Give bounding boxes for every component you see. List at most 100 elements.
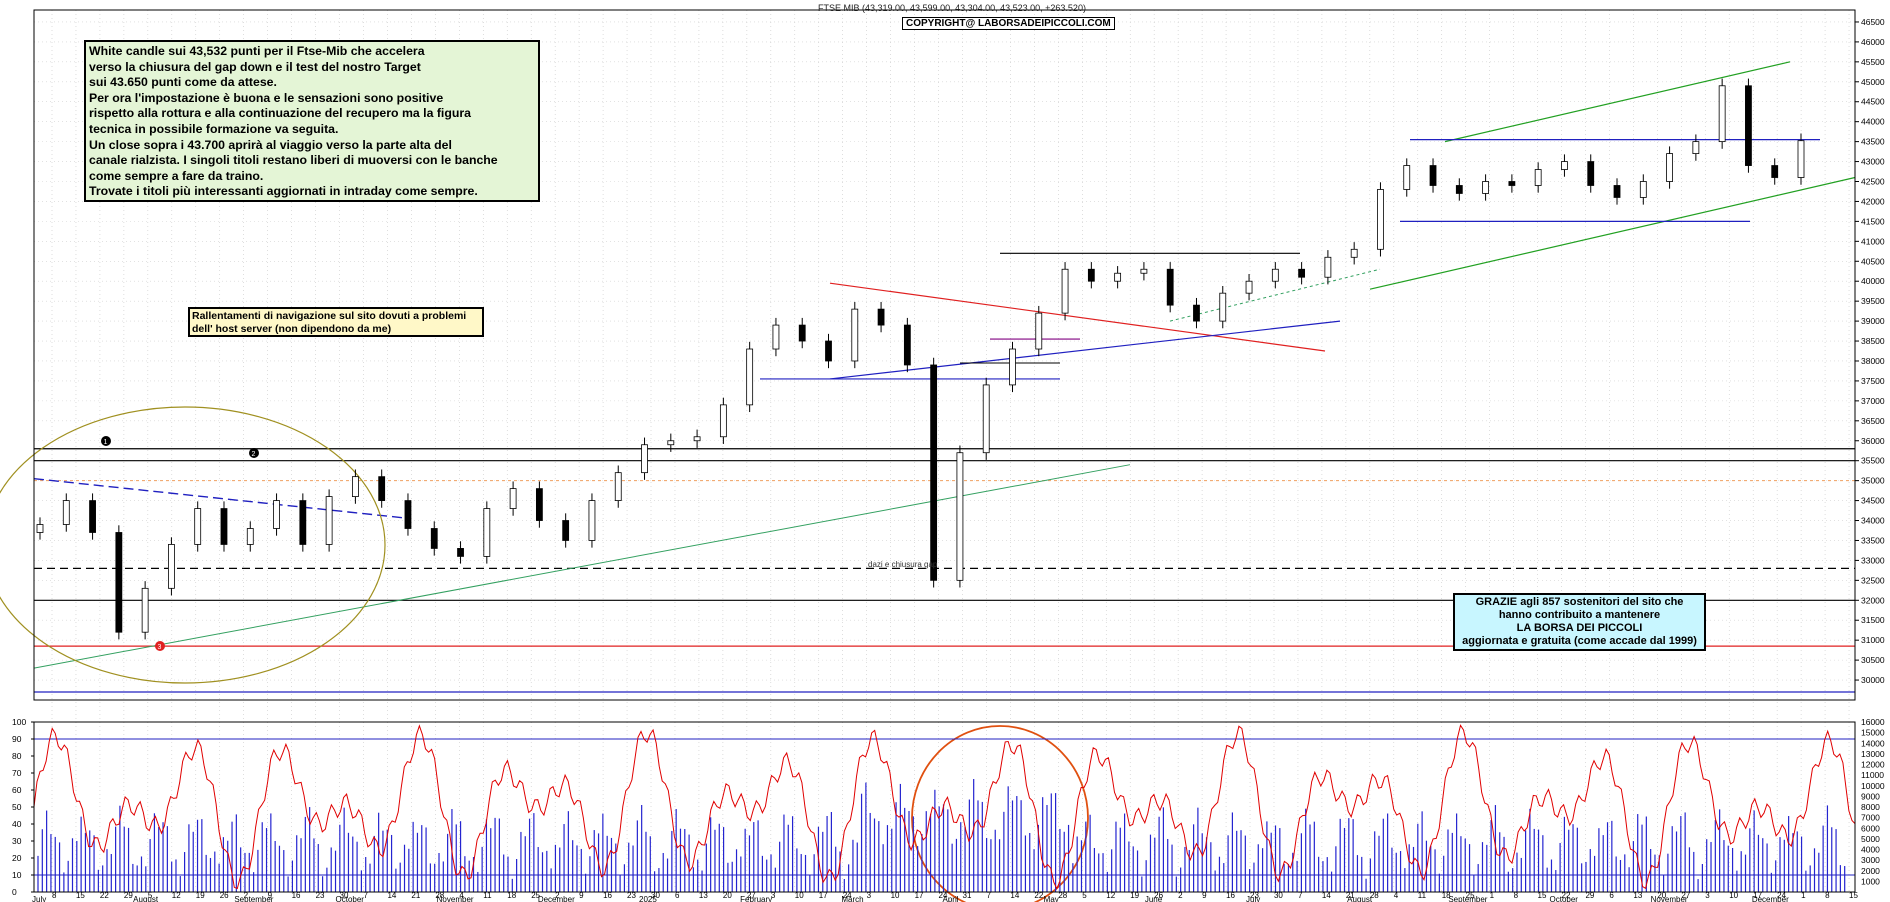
volume-bars: [37, 778, 1846, 892]
oscillator-line: [33, 724, 1856, 890]
x-day-label: 25: [531, 891, 540, 900]
notice-line: dell' host server (non dipendono da me): [192, 323, 392, 335]
osc-tick-label: 10: [12, 870, 22, 880]
candle-body: [246, 528, 254, 545]
marker-label: 1: [104, 439, 108, 446]
candle-body: [667, 440, 675, 446]
candle-body: [1771, 165, 1779, 178]
x-month-label: December: [538, 895, 575, 902]
candle-body: [1692, 141, 1700, 154]
x-day-label: 2: [555, 891, 560, 900]
x-month-label: May: [1044, 895, 1059, 902]
candle-body: [772, 324, 780, 350]
candle-body: [1114, 272, 1122, 282]
candle-body: [1166, 268, 1174, 306]
x-day-label: 22: [1562, 891, 1571, 900]
long-trend-line: [33, 464, 1131, 669]
y-tick-label: 45500: [1861, 57, 1885, 67]
y-tick-label: 30000: [1861, 675, 1885, 685]
candle-body: [877, 308, 885, 326]
vol-tick-label: 4000: [1861, 845, 1880, 855]
y-tick-label: 43000: [1861, 157, 1885, 167]
candle-body: [798, 324, 806, 342]
vol-tick-label: 9000: [1861, 791, 1880, 801]
comment-line: tecnica in possibile formazione va segui…: [89, 121, 339, 136]
comment-line: Per ora l'impostazione è buona e le sens…: [89, 90, 444, 105]
x-month-label: November: [437, 895, 474, 902]
candle-body: [1035, 312, 1043, 350]
candle-body: [273, 500, 280, 529]
candle-body: [930, 364, 938, 581]
y-tick-label: 32000: [1861, 595, 1885, 605]
green-dotted-line: [1169, 268, 1381, 322]
x-month-label: June: [1145, 895, 1163, 902]
x-day-label: 5: [148, 891, 153, 900]
x-day-label: 1: [1490, 891, 1495, 900]
y-tick-label: 46000: [1861, 37, 1885, 47]
comment-line: verso la chiusura del gap down e il test…: [89, 59, 421, 74]
y-tick-label: 37000: [1861, 396, 1885, 406]
x-day-label: 3: [771, 891, 776, 900]
x-day-label: 18: [1442, 891, 1451, 900]
blue-dashed-trendline: [33, 477, 411, 520]
osc-tick-label: 90: [12, 734, 22, 744]
uptrend-channel-lower: [1369, 176, 1856, 290]
vol-tick-label: 7000: [1861, 813, 1880, 823]
x-day-label: 22: [100, 891, 109, 900]
candle-body: [1245, 280, 1253, 294]
candle-body: [825, 340, 832, 362]
y-tick-label: 39500: [1861, 296, 1885, 306]
x-day-label: 28: [1058, 891, 1067, 900]
comment-line: Trovate i titoli più interessanti aggior…: [89, 184, 478, 199]
x-day-label: 21: [411, 891, 420, 900]
x-day-label: 3: [867, 891, 872, 900]
vol-tick-label: 12000: [1861, 760, 1885, 770]
y-tick-label: 42000: [1861, 196, 1885, 206]
y-tick-label: 40000: [1861, 276, 1885, 286]
y-tick-label: 34000: [1861, 516, 1885, 526]
candle-body: [1718, 85, 1726, 143]
vol-tick-label: 2000: [1861, 866, 1880, 876]
candle-body: [1271, 268, 1279, 282]
x-day-label: 29: [124, 891, 133, 900]
marker-3: [155, 641, 165, 651]
vol-tick-label: 10000: [1861, 781, 1885, 791]
axes: 8 15 22 29 5 12 19 26 2 9 16 23 30 7 14 21 28 4 11 18 25 2 9 16…: [12, 9, 1885, 902]
y-tick-label: 32500: [1861, 575, 1885, 585]
x-day-label: 10: [795, 891, 804, 900]
candle-body: [1350, 248, 1358, 258]
x-day-label: 26: [220, 891, 229, 900]
y-tick-label: 30500: [1861, 655, 1885, 665]
x-day-label: 27: [747, 891, 756, 900]
x-day-label: 5: [1082, 891, 1087, 900]
x-day-label: 3: [1705, 891, 1710, 900]
candle-body: [956, 452, 964, 581]
x-day-label: 12: [1106, 891, 1115, 900]
candle-body: [1087, 268, 1095, 282]
candle-body: [404, 500, 412, 529]
x-day-label: 7: [363, 891, 368, 900]
x-day-label: 24: [843, 891, 852, 900]
thanks-box: GRAZIE agli 857 sostenitori del sito che…: [1453, 593, 1706, 651]
candle-body: [1613, 185, 1621, 198]
x-day-label: 30: [340, 891, 349, 900]
x-day-label: 6: [675, 891, 680, 900]
vol-tick-label: 15000: [1861, 728, 1885, 738]
vol-tick-label: 11000: [1861, 770, 1884, 780]
x-day-label: 30: [1274, 891, 1283, 900]
candle-body: [1508, 181, 1516, 186]
x-day-label: 13: [1633, 891, 1642, 900]
vol-tick-label: 1000: [1861, 876, 1880, 886]
x-month-label: September: [1448, 895, 1487, 902]
osc-tick-label: 50: [12, 802, 22, 812]
y-tick-label: 44500: [1861, 97, 1885, 107]
y-tick-label: 37500: [1861, 376, 1885, 386]
candle-body: [535, 488, 543, 521]
osc-tick-label: 100: [12, 717, 26, 727]
thanks-line: hanno contribuito a mantenere: [1498, 609, 1661, 621]
candle-body: [614, 472, 622, 501]
x-day-label: 16: [603, 891, 612, 900]
comment-line: rispetto alla rottura e alla continuazio…: [89, 106, 471, 121]
x-day-label: 21: [1346, 891, 1355, 900]
